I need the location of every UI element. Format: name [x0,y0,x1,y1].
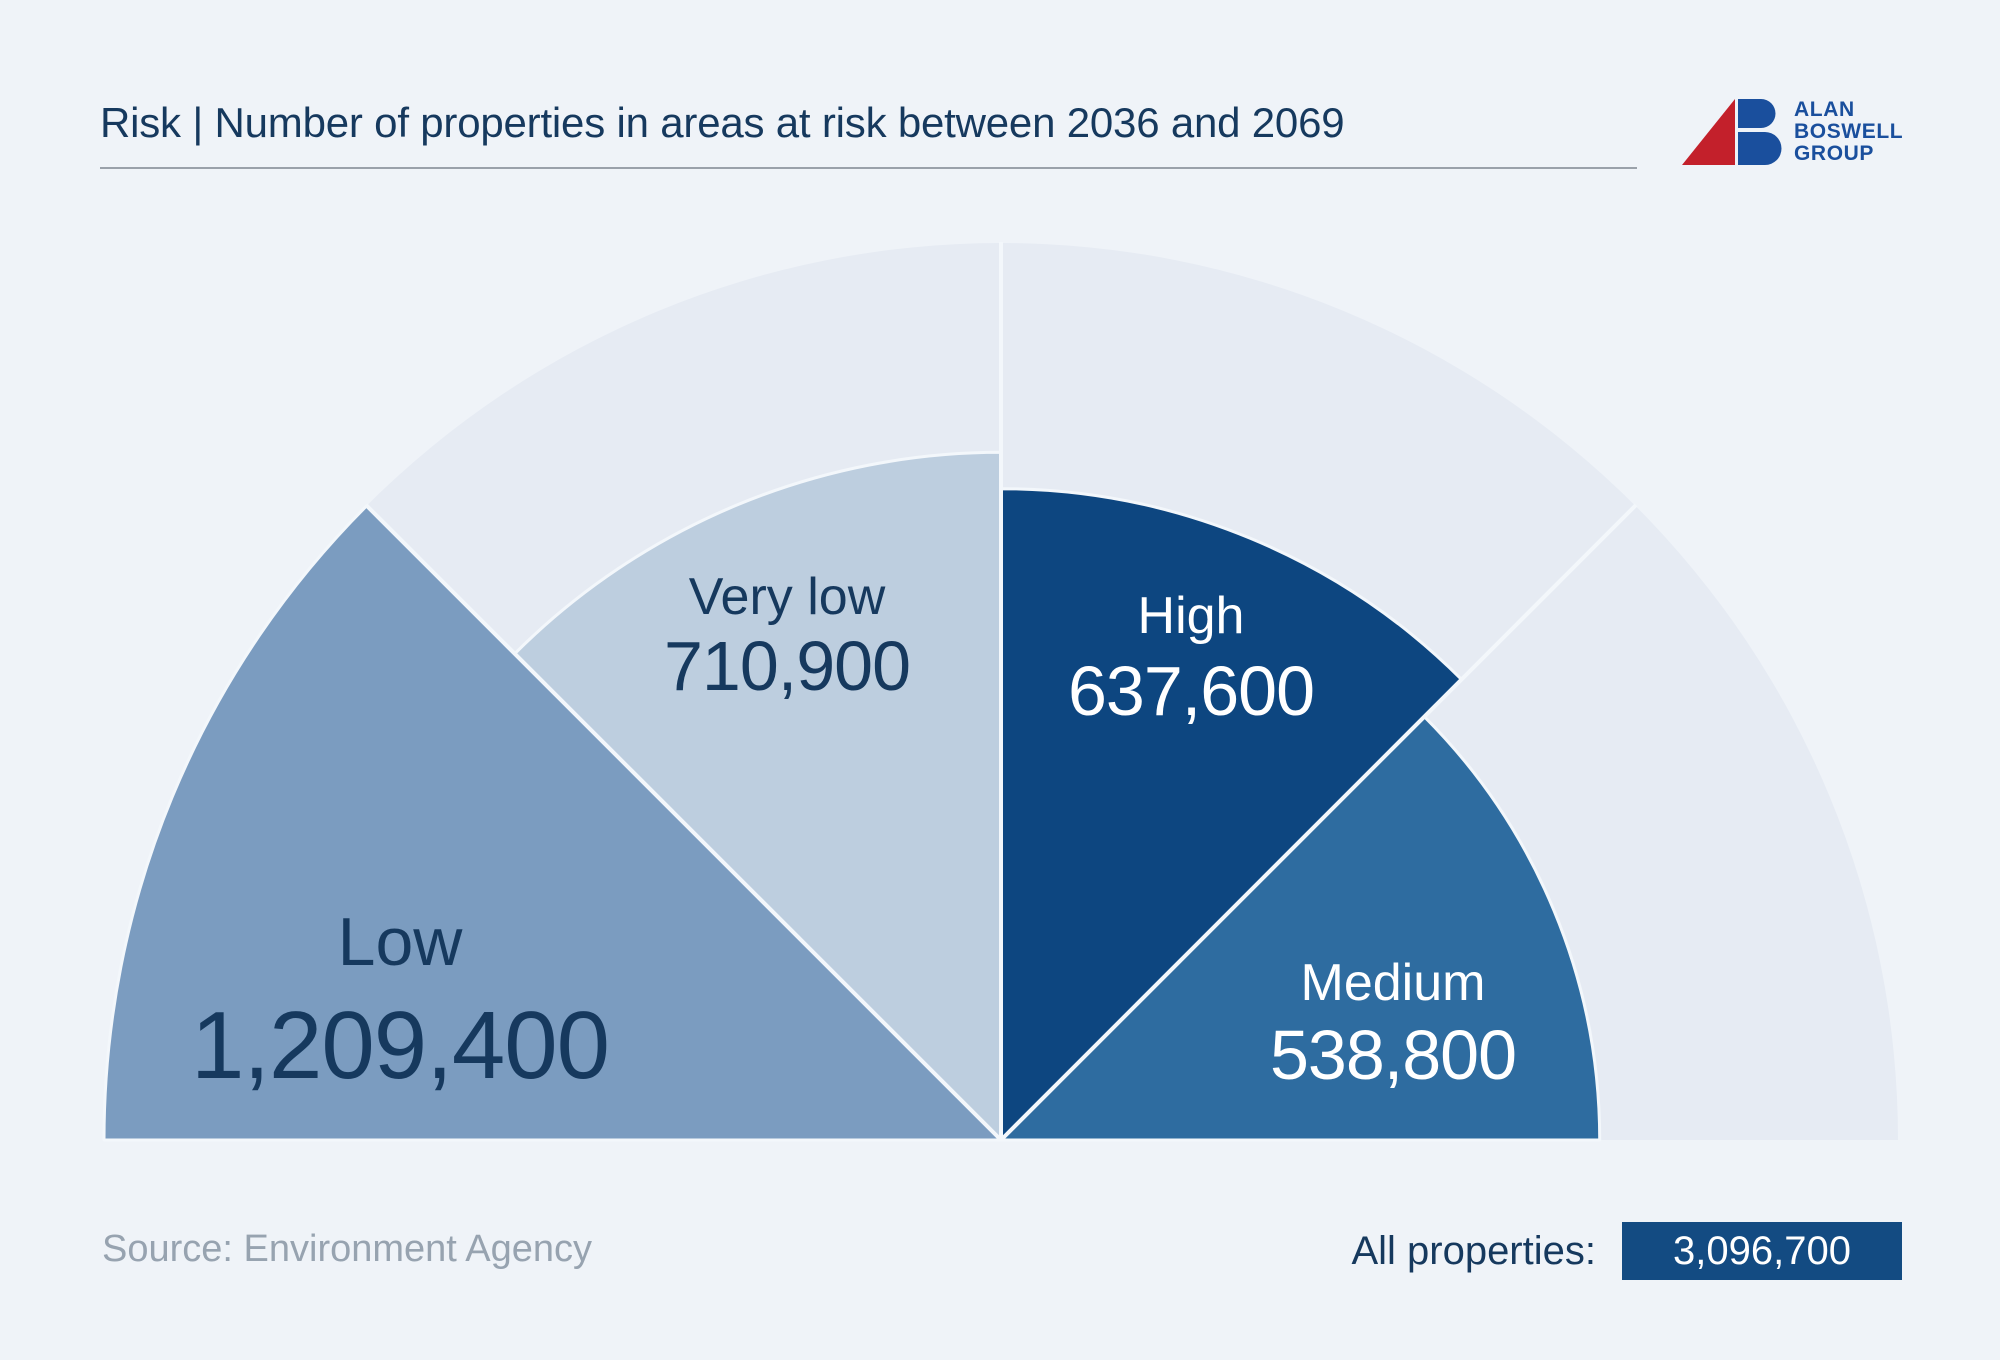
logo-red-triangle [1682,99,1735,165]
segment-value-very-low: 710,900 [664,627,910,705]
logo-wordmark: ALAN BOSWELL GROUP [1794,98,1903,165]
all-properties-value-badge: 3,096,700 [1622,1222,1902,1280]
source-note: Source: Environment Agency [102,1228,593,1270]
segment-label-high: High [1138,587,1245,645]
wedge-high [999,487,1464,1142]
all-properties-label: All properties: [1351,1228,1596,1273]
sector-divider-line [999,503,1638,1142]
logo-line-2: BOSWELL [1794,120,1904,143]
all-properties-summary: All properties: 3,096,700 [1351,1222,1902,1280]
logo-line-1: ALAN [1794,98,1855,121]
segment-value-low: 1,209,400 [191,992,609,1099]
wedge-very-low [513,450,1003,1142]
segment-label-medium: Medium [1301,954,1486,1012]
segment-label-low: Low [338,904,464,980]
title-divider [100,167,1637,169]
wedge-low [102,504,1003,1142]
segment-label-very-low: Very low [689,568,886,626]
logo-b-upper-lobe [1738,99,1776,128]
logo-b-lower-lobe [1738,132,1782,165]
alan-boswell-group-logo: ALAN BOSWELL GROUP [1675,98,1903,168]
logo-line-3: GROUP [1794,142,1875,165]
segment-value-high: 637,600 [1068,652,1314,730]
wedge-medium [999,715,1602,1142]
segment-value-medium: 538,800 [1270,1016,1516,1094]
page-title: Risk | Number of properties in areas at … [100,99,1345,146]
sector-divider-line [364,503,1003,1142]
logo-mark-icon [1682,99,1782,165]
